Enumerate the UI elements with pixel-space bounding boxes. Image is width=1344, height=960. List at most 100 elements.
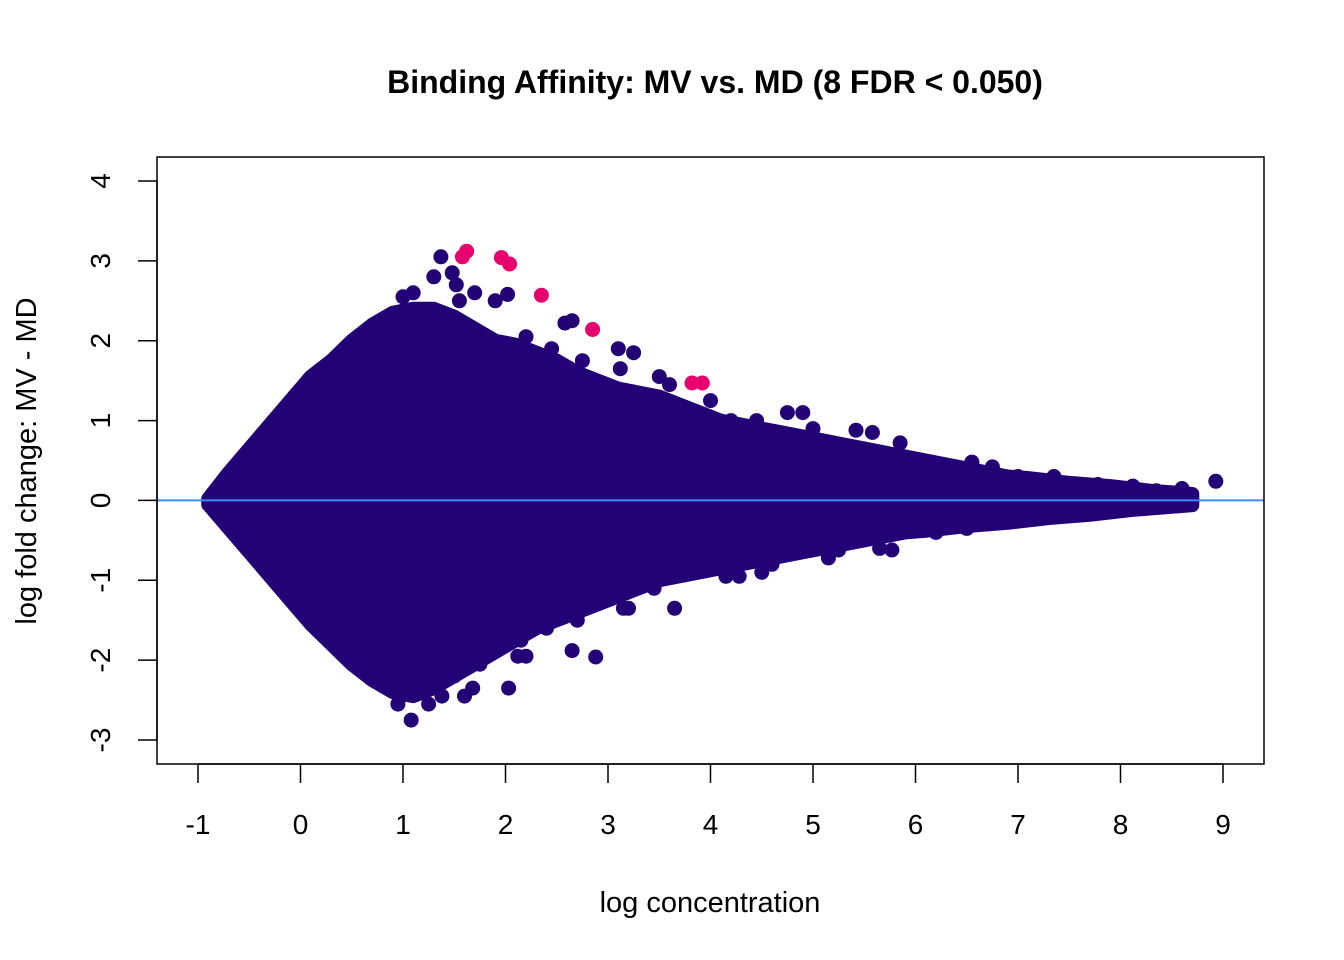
data-point — [723, 413, 739, 429]
data-point — [588, 649, 604, 665]
data-point — [805, 421, 821, 437]
data-point — [487, 293, 503, 309]
data-point — [779, 405, 795, 421]
x-tick-label: 8 — [1113, 809, 1129, 840]
data-point — [426, 269, 442, 285]
y-tick-label: 4 — [85, 173, 116, 189]
data-point — [564, 313, 580, 329]
data-point — [1072, 502, 1087, 518]
y-tick-label: 0 — [85, 493, 116, 509]
significant-point — [585, 322, 601, 337]
data-point — [434, 688, 450, 704]
y-tick-label: -2 — [85, 648, 116, 673]
data-point — [501, 680, 517, 696]
x-tick-label: 9 — [1215, 809, 1231, 840]
data-point — [513, 632, 529, 648]
x-tick-label: -1 — [186, 809, 211, 840]
data-point — [448, 277, 464, 293]
data-point — [1208, 473, 1224, 489]
data-point — [564, 643, 580, 659]
data-point — [500, 286, 516, 302]
significant-points-layer — [454, 243, 710, 391]
data-point — [444, 265, 460, 281]
data-point — [626, 345, 642, 361]
y-tick-label: 3 — [85, 253, 116, 269]
data-point — [1102, 481, 1118, 496]
data-point — [203, 494, 219, 510]
x-axis-label: log concentration — [600, 887, 821, 919]
significant-point — [459, 243, 475, 259]
y-tick-label: -1 — [85, 568, 116, 593]
y-tick-label: 1 — [85, 413, 116, 429]
data-point — [1010, 469, 1026, 484]
data-point — [964, 454, 980, 470]
x-tick-label: 0 — [293, 809, 309, 840]
data-point — [1000, 512, 1016, 528]
y-axis-label: log fold change: MV - MD — [11, 297, 43, 624]
x-tick-label: 3 — [600, 809, 616, 840]
y-axis: -3 -2 -1 0 1 2 3 4 — [85, 173, 158, 753]
data-point — [718, 568, 734, 584]
x-tick-label: 5 — [805, 809, 821, 840]
data-point — [1090, 477, 1106, 492]
data-point — [848, 422, 864, 438]
x-tick-label: 2 — [498, 809, 514, 840]
significant-point — [533, 287, 549, 303]
data-point — [646, 580, 662, 596]
significant-point — [694, 375, 710, 391]
data-point — [1179, 488, 1195, 504]
data-point — [467, 285, 483, 301]
data-point — [831, 542, 847, 558]
data-point — [872, 540, 888, 556]
data-point — [959, 520, 975, 536]
data-point — [1046, 469, 1062, 484]
data-point — [651, 369, 667, 385]
data-point — [703, 393, 718, 409]
data-point — [984, 459, 1000, 475]
data-point — [820, 550, 836, 566]
data-point — [884, 542, 900, 558]
data-point — [731, 568, 747, 584]
data-point — [518, 329, 534, 345]
data-point — [667, 600, 683, 616]
point-cloud — [201, 301, 1200, 704]
data-point — [621, 600, 636, 616]
data-point — [395, 289, 411, 305]
y-tick-label: -3 — [85, 728, 116, 753]
data-point — [795, 405, 811, 421]
significant-point — [502, 256, 518, 272]
y-tick-label: 2 — [85, 333, 116, 349]
chart-title: Binding Affinity: MV vs. MD (8 FDR < 0.0… — [387, 64, 1043, 100]
data-point — [662, 377, 677, 393]
data-point — [764, 556, 780, 572]
x-axis: -1 0 1 2 3 4 5 6 7 8 9 — [186, 763, 1231, 840]
data-point — [1041, 508, 1057, 524]
data-point — [892, 435, 908, 451]
x-tick-label: 6 — [908, 809, 924, 840]
data-point — [1135, 494, 1151, 510]
x-tick-label: 4 — [703, 809, 719, 840]
data-point — [518, 648, 534, 664]
data-point — [544, 341, 560, 357]
data-point — [612, 361, 628, 377]
points-layer — [201, 249, 1224, 728]
data-point — [403, 712, 419, 728]
data-point — [749, 413, 765, 429]
data-point — [421, 696, 437, 712]
data-point — [446, 668, 462, 684]
data-point — [569, 612, 585, 628]
data-point — [864, 425, 880, 440]
data-point — [928, 524, 944, 540]
data-point — [465, 680, 481, 696]
data-point — [539, 620, 554, 636]
data-point — [610, 341, 626, 357]
x-tick-label: 7 — [1010, 809, 1026, 840]
data-point — [754, 564, 770, 580]
data-point — [451, 293, 467, 309]
data-point — [472, 656, 488, 672]
data-point — [433, 249, 449, 265]
x-tick-label: 1 — [395, 809, 411, 840]
data-point — [1118, 497, 1134, 513]
